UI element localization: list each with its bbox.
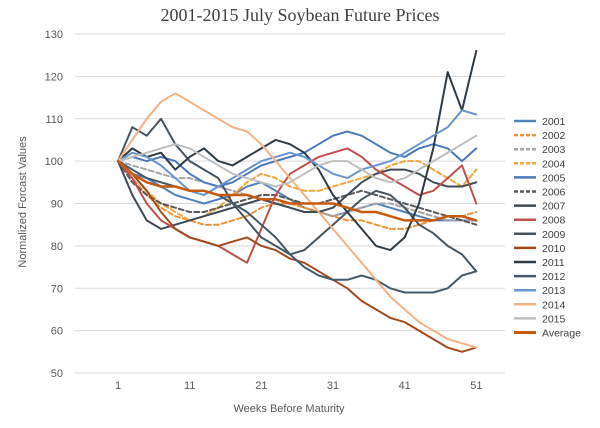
series-line-2013: [117, 109, 478, 196]
series-line-2009: [117, 117, 478, 273]
y-tick-label: 50: [51, 368, 63, 380]
legend: 2001 2002 2003 2004 2005 2006 2007 2008 2009 2010…: [514, 116, 581, 340]
x-tick-label: 31: [327, 380, 339, 392]
legend-label-2006: 2006: [542, 187, 566, 199]
y-tick-label: 120: [45, 71, 63, 83]
legend-label-2011: 2011: [542, 257, 565, 269]
y-tick-label: 130: [45, 29, 63, 41]
y-axis-label: Normalized Forcast Values: [17, 136, 29, 268]
legend-label-2004: 2004: [542, 158, 566, 170]
x-tick-label: 11: [184, 380, 195, 392]
legend-label-2001: 2001: [542, 116, 566, 128]
x-tick-label: 1: [115, 380, 121, 392]
legend-label-2007: 2007: [542, 201, 566, 213]
x-axis-label: Weeks Before Maturity: [233, 403, 345, 415]
x-tick-label: 41: [399, 380, 411, 392]
series-line-2002: [117, 160, 478, 230]
legend-label-2008: 2008: [542, 215, 566, 227]
legend-label-2005: 2005: [542, 172, 566, 184]
legend-label-2013: 2013: [542, 285, 566, 297]
y-tick-label: 90: [51, 199, 63, 211]
series-line-2007: [117, 160, 478, 230]
legend-label-2009: 2009: [542, 229, 566, 241]
legend-label-2010: 2010: [542, 243, 566, 255]
y-tick-label: 110: [45, 114, 63, 126]
chart-title: 2001-2015 July Soybean Future Prices: [161, 5, 440, 25]
y-tick-label: 60: [51, 326, 63, 338]
y-tick-label: 70: [51, 283, 63, 295]
series-line-2011: [117, 49, 478, 252]
legend-label-2015: 2015: [542, 313, 566, 325]
series-line-2004: [117, 160, 478, 222]
x-tick-label: 51: [470, 380, 482, 392]
legend-label-average: Average: [542, 328, 581, 340]
y-axis-ticks: 50 60 70 80 90 100 110 120 130: [45, 29, 63, 380]
legend-label-2002: 2002: [542, 130, 566, 142]
legend-label-2003: 2003: [542, 144, 566, 156]
series-line-2014: [117, 92, 478, 349]
y-tick-label: 80: [51, 241, 63, 253]
plot-area: [116, 49, 478, 353]
y-tick-label: 100: [45, 156, 63, 168]
legend-label-2014: 2014: [542, 299, 566, 311]
series-line-2015: [117, 134, 478, 188]
series-line-2006: [117, 160, 478, 226]
series-line-average: [116, 159, 478, 222]
legend-label-2012: 2012: [542, 271, 566, 283]
x-tick-label: 21: [255, 380, 267, 392]
x-axis-ticks: 1 11 21 31 41 51: [115, 380, 483, 392]
